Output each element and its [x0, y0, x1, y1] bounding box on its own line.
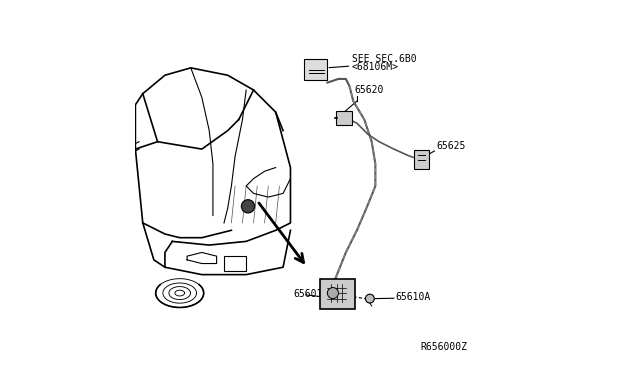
Circle shape	[241, 200, 255, 213]
Text: 65610A: 65610A	[395, 292, 430, 302]
Text: <68106M>: <68106M>	[352, 62, 399, 72]
FancyBboxPatch shape	[414, 150, 429, 169]
Text: R656000Z: R656000Z	[420, 342, 468, 352]
Circle shape	[365, 294, 374, 303]
Circle shape	[328, 288, 339, 299]
FancyBboxPatch shape	[321, 279, 355, 310]
Text: 65625: 65625	[436, 141, 466, 151]
Text: 65620: 65620	[355, 85, 384, 95]
Text: SEE SEC.6B0: SEE SEC.6B0	[352, 54, 417, 64]
Text: 65601: 65601	[293, 289, 323, 299]
FancyBboxPatch shape	[304, 60, 326, 80]
FancyBboxPatch shape	[336, 112, 352, 125]
